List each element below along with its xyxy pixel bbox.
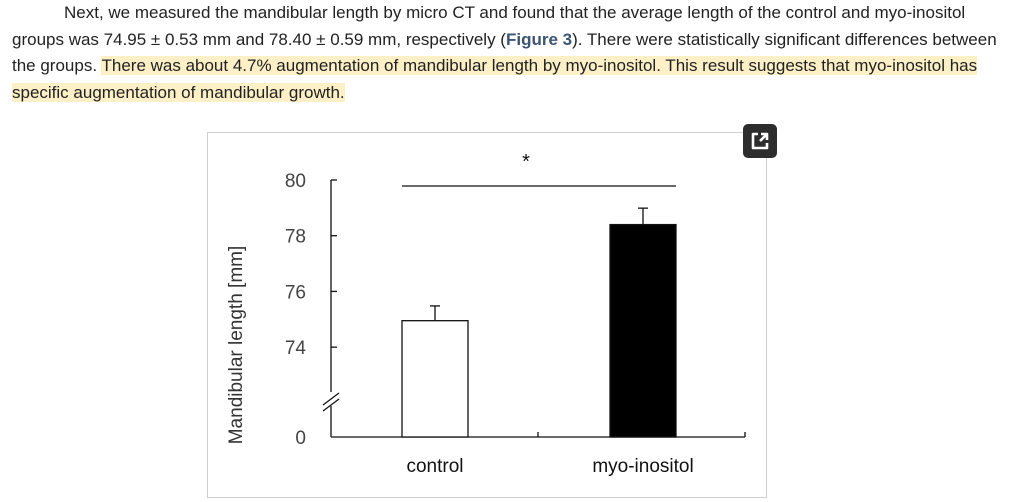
paragraph-text-1: Next, we measured the mandibular length … bbox=[12, 3, 966, 49]
external-link-icon bbox=[751, 132, 769, 150]
axis-break-mark bbox=[322, 392, 340, 412]
category-labels: control myo-inositol bbox=[406, 456, 693, 477]
y-tick-label: 74 bbox=[285, 338, 307, 359]
y-tick-label: 0 bbox=[295, 428, 306, 449]
y-tick-label: 78 bbox=[285, 227, 306, 248]
axis-break-slash bbox=[322, 398, 340, 412]
bar-myo-inositol bbox=[609, 223, 677, 438]
figure-3-container: Mandibular length [mm] 0 74 76 78 80 control… bbox=[207, 132, 767, 498]
mandibular-length-chart: Mandibular length [mm] 0 74 76 78 80 control… bbox=[226, 151, 746, 477]
axes bbox=[322, 180, 746, 438]
expand-figure-button[interactable] bbox=[743, 124, 777, 158]
axis-break-slash bbox=[322, 392, 340, 406]
y-tick-label: 76 bbox=[285, 282, 306, 303]
error-bars bbox=[430, 207, 648, 321]
y-tick-label: 80 bbox=[285, 171, 306, 192]
significance-marker: * bbox=[522, 151, 530, 173]
results-paragraph: Next, we measured the mandibular length … bbox=[12, 0, 1007, 106]
category-label-myo-inositol: myo-inositol bbox=[592, 456, 693, 477]
highlighted-text: There was about 4.7% augmentation of man… bbox=[12, 56, 978, 102]
category-label-control: control bbox=[406, 456, 463, 477]
figure-3-link[interactable]: Figure 3 bbox=[505, 29, 573, 49]
y-axis-label: Mandibular length [mm] bbox=[226, 246, 247, 445]
bars bbox=[401, 223, 677, 438]
paragraph-text-2: ). There were statistically significant … bbox=[12, 29, 997, 76]
bar-control bbox=[401, 320, 469, 438]
y-ticks: 0 74 76 78 80 bbox=[285, 171, 337, 449]
